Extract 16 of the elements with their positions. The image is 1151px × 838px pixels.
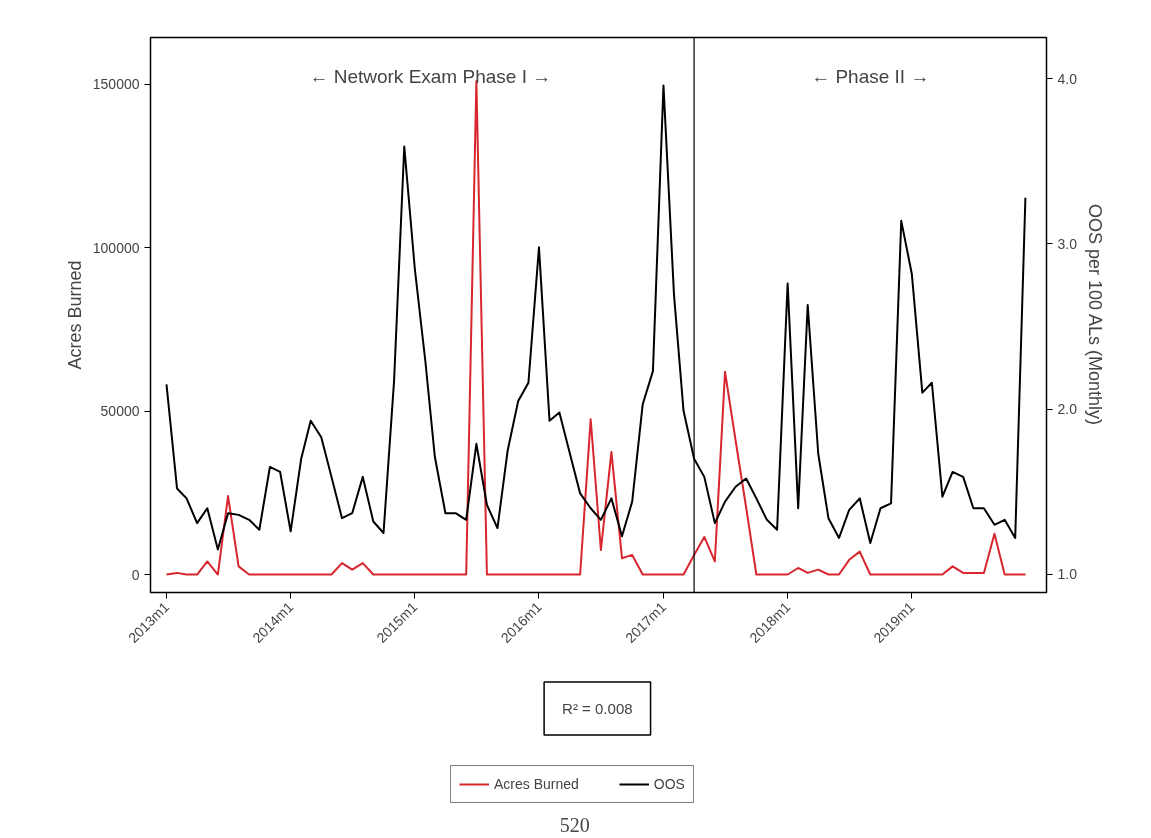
text: 520: [559, 813, 590, 836]
text: R² = 0.008: [562, 700, 633, 717]
y2-tick-label: 4.0: [1057, 70, 1078, 87]
y2-tick-label: 1.0: [1057, 566, 1078, 583]
y-tick-label: 0: [131, 566, 140, 583]
y-tick-label: 150000: [92, 76, 140, 93]
y2-tick-label: 2.0: [1057, 401, 1078, 418]
annotation: ← Network Exam Phase I →: [309, 66, 552, 87]
y2-axis-title: OOS per 100 ALs (Monthly): [1084, 203, 1105, 426]
legend-label: OOS: [653, 776, 685, 792]
y-tick-label: 100000: [92, 239, 140, 256]
y-tick-label: 50000: [100, 403, 140, 420]
y2-tick-label: 3.0: [1057, 235, 1078, 252]
legend-label: Acres Burned: [494, 776, 579, 792]
annotation: ← Phase II →: [811, 66, 930, 87]
y-axis-title: Acres Burned: [64, 260, 85, 370]
